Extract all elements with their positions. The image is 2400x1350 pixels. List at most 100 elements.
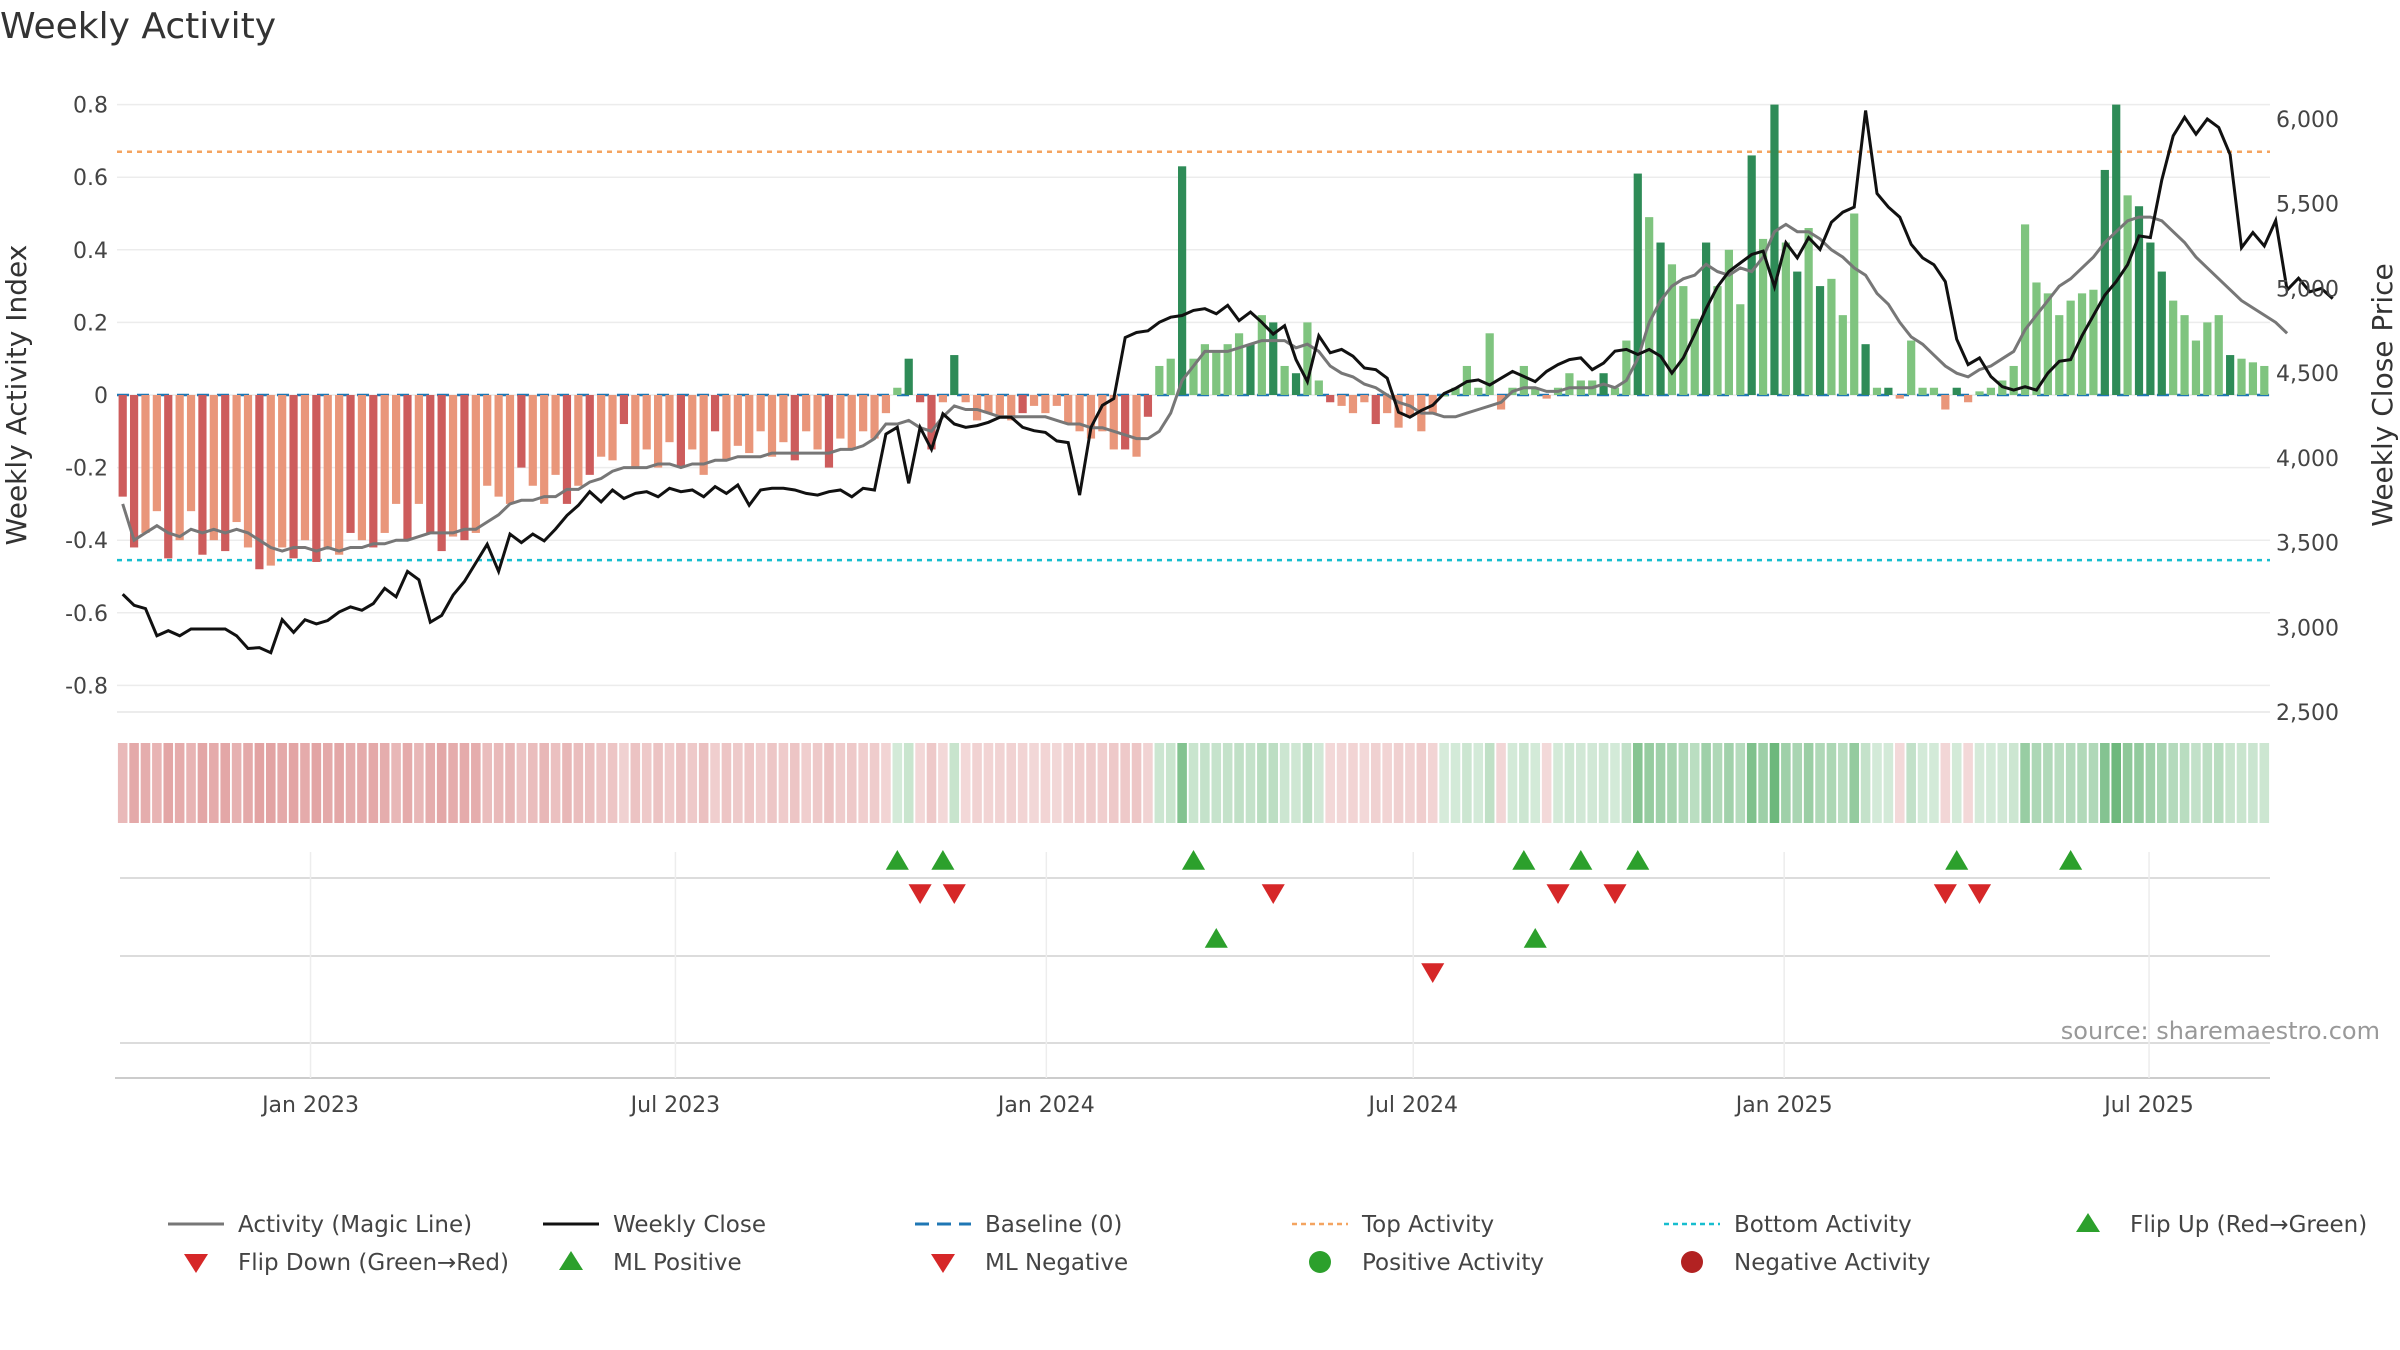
heat-cell [1883, 743, 1894, 823]
heat-cell [2088, 743, 2099, 823]
heat-cell [790, 743, 800, 823]
ml-positive-marker [1204, 928, 1228, 948]
reference-lines [117, 150, 2270, 562]
heat-cell [1006, 743, 1017, 823]
heat-cell [1906, 743, 1916, 823]
activity-bar [528, 395, 537, 486]
activity-bar [745, 395, 754, 454]
activity-bar [2248, 362, 2258, 395]
heat-cell [562, 743, 572, 823]
heat-cell [903, 743, 914, 823]
heat-cell [152, 743, 162, 823]
activity-bar [2077, 293, 2087, 395]
heat-cell [163, 743, 174, 823]
legend-label: Weekly Close [613, 1212, 766, 1238]
activity-bar [243, 395, 253, 548]
heat-cell [1222, 743, 1233, 823]
flip-down-marker [1546, 884, 1570, 904]
heat-cell [960, 743, 971, 823]
activity-bar [813, 395, 822, 450]
heat-cell [2191, 743, 2201, 823]
heat-cell [436, 743, 447, 823]
activity-bar [1918, 387, 1927, 395]
heat-cell [1712, 743, 1723, 823]
activity-bar [266, 395, 275, 566]
heat-cell [1257, 743, 1267, 823]
heat-cell [220, 743, 231, 823]
heat-cell [1188, 743, 1199, 823]
activity-bar [517, 395, 526, 468]
ml-positive-marker [1523, 928, 1547, 948]
activity-bar [1531, 387, 1540, 395]
heat-cell [277, 743, 287, 823]
heat-cell [368, 743, 379, 823]
legend-label: Top Activity [1361, 1212, 1494, 1238]
activity-bar [186, 395, 196, 512]
activity-bar [1884, 387, 1893, 395]
activity-bar [1850, 213, 1859, 395]
activity-bar [1519, 365, 1528, 395]
activity-bar [540, 395, 549, 504]
activity-bar [175, 395, 184, 541]
activity-bar [972, 395, 982, 421]
right-tick-label: 5,500 [2276, 193, 2339, 218]
activity-bar [995, 395, 1004, 417]
left-tick-label: 0 [94, 384, 108, 409]
heat-cell [1894, 743, 1905, 823]
left-tick-label: 0.8 [73, 94, 108, 119]
heat-cell [2225, 743, 2235, 823]
activity-heat-strip [117, 743, 2270, 823]
heat-cell [357, 743, 367, 823]
activity-bar [1964, 395, 1973, 403]
left-axis-ticks: 0.8 0.6 0.4 0.2 0 -0.2 -0.4 -0.6 -0.8 [65, 94, 108, 700]
heat-cell [573, 743, 584, 823]
heat-cell [1382, 743, 1392, 823]
activity-bar [1075, 395, 1084, 432]
activity-bar [335, 395, 344, 555]
activity-bar [1383, 395, 1392, 414]
legend-label: Activity (Magic Line) [238, 1212, 472, 1238]
heat-cell [1416, 743, 1427, 823]
legend-swatch-dot [1681, 1251, 1703, 1273]
heat-cell [1576, 743, 1586, 823]
flip-up-marker [885, 850, 909, 870]
heat-cell [1849, 743, 1859, 823]
heat-cell [414, 743, 424, 823]
heat-cell [1689, 743, 1700, 823]
activity-bar [1986, 387, 1996, 395]
heat-cell [493, 743, 504, 823]
heat-cell [1496, 743, 1506, 823]
heat-cell [607, 743, 618, 823]
heat-cell [1530, 743, 1541, 823]
heat-cell [1017, 743, 1028, 823]
heat-cell [1450, 743, 1461, 823]
heat-cell [2054, 743, 2065, 823]
activity-bar [1257, 315, 1266, 395]
activity-bar [1804, 228, 1813, 395]
activity-bar [767, 395, 777, 457]
legend-label: Negative Activity [1734, 1250, 1931, 1276]
activity-bar [710, 395, 720, 432]
activity-bar [1064, 395, 1073, 425]
legend-item: Weekly Close [543, 1212, 766, 1238]
activity-bar [1326, 395, 1335, 403]
activity-bar [756, 395, 765, 432]
heat-cell [1063, 743, 1073, 823]
activity-bar [1736, 304, 1745, 395]
heat-cell [254, 743, 265, 823]
heat-cell [1040, 743, 1051, 823]
activity-bar [1223, 344, 1232, 395]
heat-cell [835, 743, 846, 823]
heat-cell [209, 743, 219, 823]
activity-bar [129, 395, 139, 548]
legend-item: Baseline (0) [915, 1212, 1122, 1238]
activity-bar [1747, 155, 1756, 395]
activity-bar [380, 395, 389, 533]
heat-cell [1097, 743, 1108, 823]
heat-cell [1405, 743, 1415, 823]
activity-bar [483, 395, 492, 486]
activity-bar [471, 395, 480, 533]
activity-bar [391, 395, 401, 504]
heat-cell [733, 743, 743, 823]
